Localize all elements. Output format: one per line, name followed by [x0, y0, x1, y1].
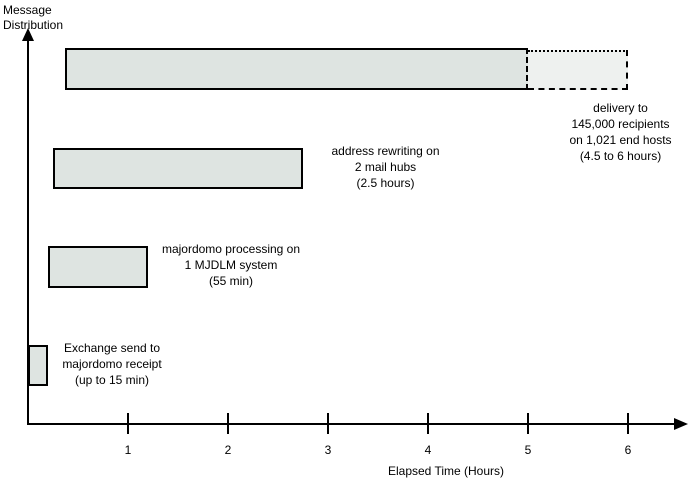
bar-label-address-rewriting-line1: address rewriting on [331, 144, 440, 158]
x-axis-line [27, 423, 677, 425]
bar-label-majordomo-processing-line1: majordomo processing on [161, 242, 301, 256]
x-tick-mark-1 [127, 413, 129, 434]
bar-label-exchange-send: Exchange send to majordomo receipt (up to … [47, 340, 177, 388]
bar-label-exchange-send-line2: majordomo receipt [62, 357, 162, 371]
x-tick-mark-5 [527, 413, 529, 434]
bar-label-majordomo-processing: majordomo processing on 1 MJDLM system (55… [152, 241, 310, 289]
bar-label-exchange-send-line3: (up to 15 min) [74, 373, 150, 387]
bar-label-address-rewriting: address rewriting on 2 mail hubs (2.5 hour… [313, 143, 458, 191]
bar-label-majordomo-processing-line2: 1 MJDLM system [184, 258, 278, 272]
x-tick-label-3: 3 [324, 443, 332, 457]
x-axis-title: Elapsed Time (Hours) [387, 464, 505, 478]
bar-label-delivery: delivery to 145,000 recipients on 1,021 en… [548, 100, 692, 164]
bar-label-exchange-send-line1: Exchange send to [63, 341, 161, 355]
bar-label-delivery-line2: 145,000 recipients [571, 117, 670, 131]
x-tick-label-1: 1 [124, 443, 132, 457]
x-tick-mark-2 [227, 413, 229, 434]
x-tick-label-4: 4 [424, 443, 432, 457]
bar-exchange-send [28, 345, 48, 386]
y-axis-title-line1: Message [3, 3, 52, 17]
y-axis-title: Message Distribution [3, 3, 63, 33]
x-tick-mark-3 [327, 413, 329, 434]
bar-address-rewriting [53, 148, 303, 189]
bar-majordomo-processing [48, 246, 148, 288]
bar-delivery-uncertain-extension [528, 50, 628, 90]
bar-label-delivery-line3: on 1,021 end hosts [569, 133, 672, 147]
x-tick-mark-4 [427, 413, 429, 434]
bar-delivery [65, 48, 528, 90]
bar-label-address-rewriting-line2: 2 mail hubs [354, 160, 417, 174]
bar-label-majordomo-processing-line3: (55 min) [208, 274, 253, 288]
bar-label-address-rewriting-line3: (2.5 hours) [356, 176, 415, 190]
bar-label-delivery-line1: delivery to [593, 101, 648, 115]
x-tick-label-6: 6 [624, 443, 632, 457]
y-axis-title-line2: Distribution [3, 18, 64, 32]
x-tick-label-5: 5 [524, 443, 532, 457]
x-tick-mark-6 [627, 413, 629, 434]
bar-label-delivery-line4: (4.5 to 6 hours) [579, 149, 662, 163]
x-tick-label-2: 2 [224, 443, 232, 457]
y-axis-line [27, 38, 29, 425]
x-axis-arrow-icon [674, 418, 688, 430]
y-axis-arrow-icon [22, 28, 34, 41]
